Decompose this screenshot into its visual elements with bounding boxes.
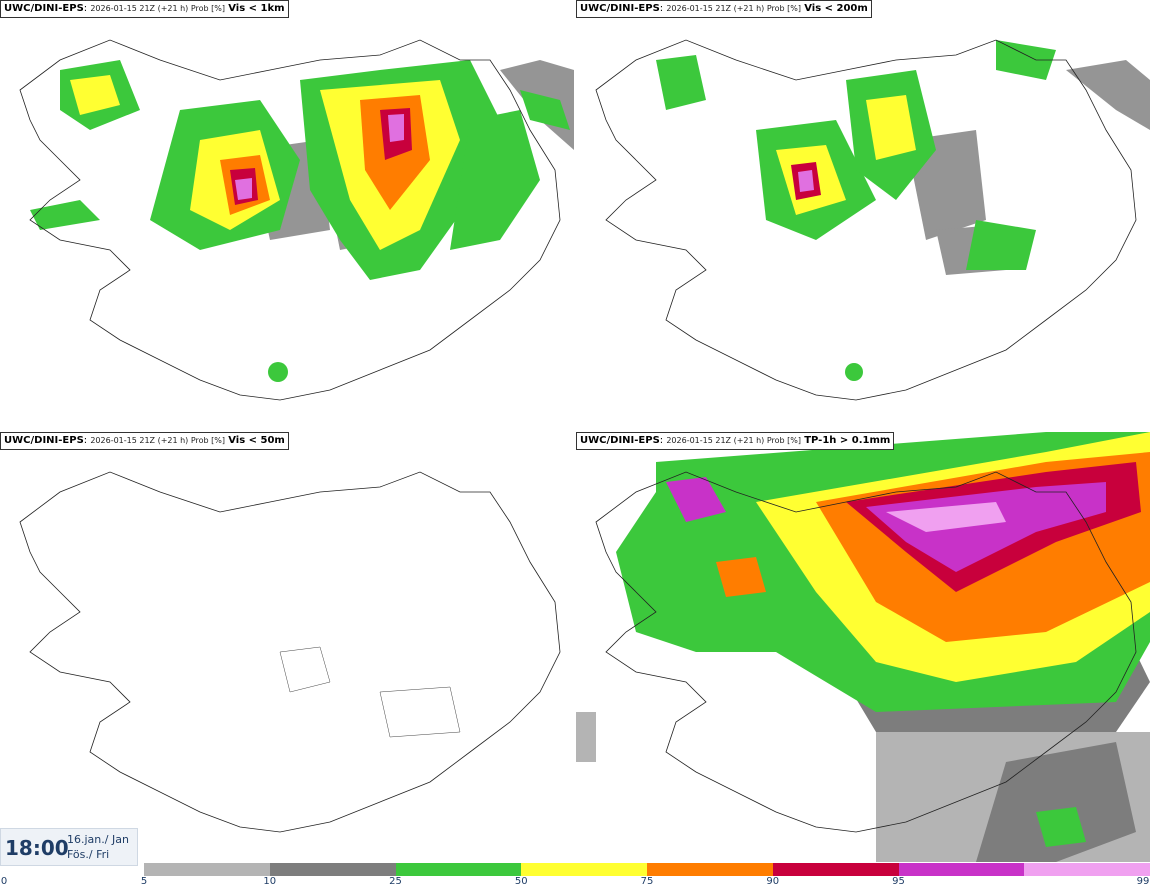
map-tp-1h <box>576 432 1150 862</box>
valid-date: 16.jan./ Jan Fös./ Fri <box>67 832 129 862</box>
colorbar-segment <box>395 863 522 876</box>
glacier-outline <box>279 646 461 738</box>
map-panel-vis-200m: UWC/DINI-EPS: 2026-01-15 21Z (+21 h) Pro… <box>576 0 1150 430</box>
colorbar-tick-label: 95 <box>892 876 905 887</box>
colorbar-tick-label: 5 <box>140 876 148 887</box>
run-info: 2026-01-15 21Z (+21 h) Prob [%] <box>666 436 802 445</box>
coastline <box>19 39 561 401</box>
threshold-label: Vis < 200m <box>804 3 868 14</box>
field-magenta <box>666 477 1106 572</box>
colorbar-tick-label: 90 <box>766 876 780 887</box>
coastline <box>19 471 561 833</box>
model-name: UWC/DINI-EPS <box>4 3 84 14</box>
colorbar-segment <box>1024 863 1150 876</box>
coastline <box>595 471 1137 833</box>
threshold-label: Vis < 50m <box>228 435 285 446</box>
map-panel-vis-1km: UWC/DINI-EPS: 2026-01-15 21Z (+21 h) Pro… <box>0 0 574 430</box>
colorbar-tick-label: 0 <box>0 876 8 887</box>
colorbar-tick-label: 25 <box>389 876 402 887</box>
colorbar-tick-label: 10 <box>263 876 277 887</box>
run-info: 2026-01-15 21Z (+21 h) Prob [%] <box>90 436 226 445</box>
panel-title: UWC/DINI-EPS: 2026-01-15 21Z (+21 h) Pro… <box>0 0 289 18</box>
field-magenta <box>235 114 404 200</box>
valid-date-day: 16.jan./ Jan <box>67 833 129 846</box>
colorbar <box>144 863 1150 876</box>
coastline <box>595 39 1137 401</box>
map-vis-200m <box>595 39 1150 401</box>
colorbar-segment <box>898 863 1025 876</box>
field-magenta <box>798 170 814 192</box>
valid-date-weekday: Fös./ Fri <box>67 848 110 861</box>
model-name: UWC/DINI-EPS <box>580 435 660 446</box>
model-name: UWC/DINI-EPS <box>4 435 84 446</box>
panel-title: UWC/DINI-EPS: 2026-01-15 21Z (+21 h) Pro… <box>576 0 872 18</box>
map-vis-1km <box>19 39 574 401</box>
threshold-label: TP-1h > 0.1mm <box>804 435 891 446</box>
map-vis-50m <box>19 471 561 833</box>
colorbar-ticks: 0 5 10 25 50 75 90 95 99 <box>0 876 1150 891</box>
model-name: UWC/DINI-EPS <box>580 3 660 14</box>
panel-title: UWC/DINI-EPS: 2026-01-15 21Z (+21 h) Pro… <box>576 432 895 450</box>
run-info: 2026-01-15 21Z (+21 h) Prob [%] <box>666 4 802 13</box>
colorbar-tick-label: 75 <box>640 876 654 887</box>
colorbar-segment <box>772 863 899 876</box>
colorbar-tick-label: 99 <box>1136 876 1150 887</box>
map-panel-vis-50m: UWC/DINI-EPS: 2026-01-15 21Z (+21 h) Pro… <box>0 432 574 862</box>
colorbar-segment <box>521 863 647 876</box>
colorbar-tick-label: 50 <box>514 876 528 887</box>
run-info: 2026-01-15 21Z (+21 h) Prob [%] <box>90 4 226 13</box>
panel-title: UWC/DINI-EPS: 2026-01-15 21Z (+21 h) Pro… <box>0 432 289 450</box>
colorbar-segment <box>144 863 270 876</box>
map-panel-tp-1h: UWC/DINI-EPS: 2026-01-15 21Z (+21 h) Pro… <box>576 432 1150 862</box>
field-green <box>656 40 1056 381</box>
threshold-label: Vis < 1km <box>228 3 285 14</box>
colorbar-segment <box>269 863 396 876</box>
colorbar-segment <box>647 863 773 876</box>
field-pink <box>886 502 1006 532</box>
valid-time-box: 18:00 16.jan./ Jan Fös./ Fri <box>0 828 138 866</box>
valid-time: 18:00 <box>5 836 69 860</box>
